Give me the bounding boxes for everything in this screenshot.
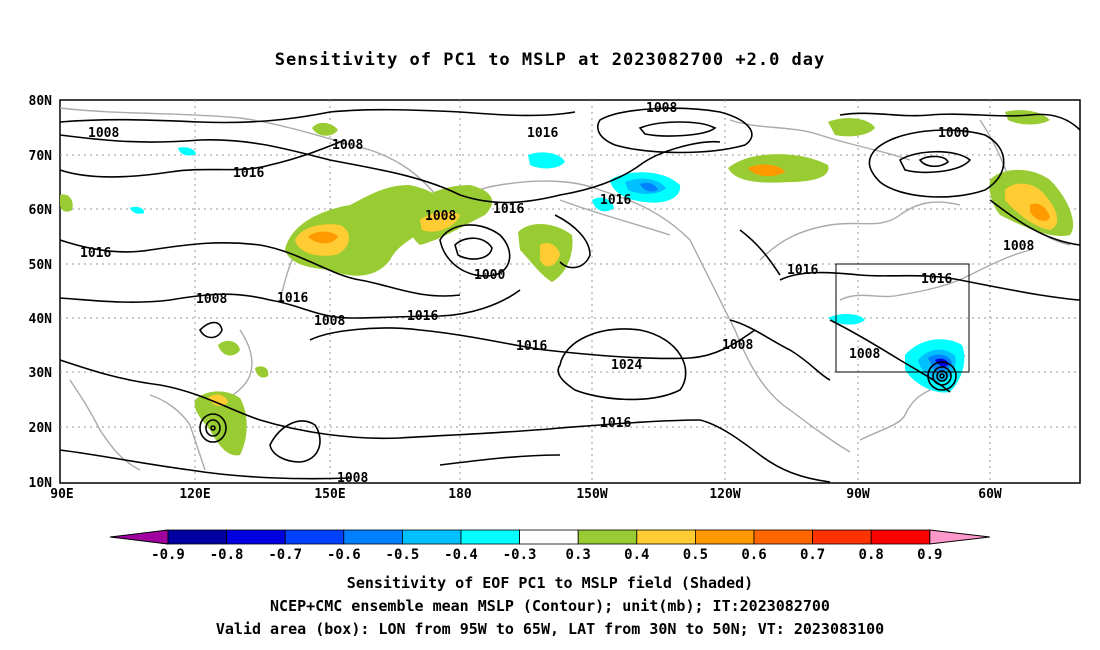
contour-label: 1016 [516, 339, 547, 354]
colorbar-tick-label: -0.8 [210, 547, 244, 563]
contour-label: 1000 [938, 126, 969, 141]
colorbar-tick-label: 0.6 [741, 547, 766, 563]
contour-label: 1008 [314, 314, 345, 329]
lon-label: 150E [314, 487, 345, 502]
colorbar-swatch [167, 529, 227, 545]
contour-label: 1016 [921, 272, 952, 287]
contour-label: 1016 [80, 246, 111, 261]
lat-label: 30N [29, 366, 53, 381]
contour-label: 1016 [407, 309, 438, 324]
colorbar-tick-label: -0.5 [386, 547, 420, 563]
contour-label: 1008 [1003, 239, 1034, 254]
lon-label: 150W [576, 487, 607, 502]
cyclone-contours [199, 361, 957, 443]
contour-labels-extra: 1016 [921, 272, 952, 287]
lat-label: 60N [29, 203, 53, 218]
colorbar-swatch [226, 529, 286, 545]
colorbar-right-triangle [929, 529, 990, 545]
contour-label: 1024 [611, 358, 642, 373]
colorbar-swatch [460, 529, 520, 545]
colorbar-tick-label: -0.6 [327, 547, 361, 563]
contour-label: 1000 [474, 268, 505, 283]
contour-label: 1008 [425, 209, 456, 224]
positive-shading [60, 110, 1074, 456]
colorbar-tick-label: 0.8 [859, 547, 884, 563]
contour-label: 1016 [527, 126, 558, 141]
colorbar-left-triangle [109, 529, 169, 545]
lat-label: 40N [29, 312, 53, 327]
colorbar-tick-label: 0.5 [683, 547, 708, 563]
mslp-contours [59, 107, 1081, 483]
colorbar-tick-label: 0.9 [917, 547, 942, 563]
colorbar-tick-label: -0.9 [151, 547, 185, 563]
lon-label: 90E [50, 487, 73, 502]
colorbar: -0.9 -0.8 -0.7 -0.6 -0.5 -0.4 -0.3 0.3 0.4 0.5 0.6… [109, 529, 990, 563]
contour-label: 1016 [787, 263, 818, 278]
contour-label: 1008 [332, 138, 363, 153]
colorbar-swatch [870, 529, 931, 545]
colorbar-tick-label: 0.4 [624, 547, 649, 563]
longitude-axis-labels: 90E 120E 150E 180 150W 120W 90W 60W [50, 487, 1002, 502]
colorbar-swatch [695, 529, 755, 545]
chart-title: Sensitivity of PC1 to MSLP at 2023082700… [274, 50, 826, 70]
contour-label: 1008 [646, 101, 677, 116]
lat-label: 70N [29, 149, 53, 164]
lon-label: 90W [846, 487, 870, 502]
footer-line-3: Valid area (box): LON from 95W to 65W, L… [215, 620, 885, 638]
colorbar-tick-label: 0.7 [800, 547, 825, 563]
colorbar-swatch [577, 529, 638, 545]
colorbar-tick-label: -0.3 [503, 547, 537, 563]
colorbar-swatch [284, 529, 345, 545]
colorbar-swatch [343, 529, 403, 545]
colorbar-swatch [636, 529, 696, 545]
contour-label: 1016 [493, 202, 524, 217]
contour-label: 1008 [337, 471, 368, 486]
lon-label: 180 [448, 487, 472, 502]
contour-label: 1008 [849, 347, 880, 362]
contour-label: 1008 [196, 292, 227, 307]
colorbar-swatch [753, 529, 813, 545]
contour-label: 1008 [88, 126, 119, 141]
lon-label: 120W [709, 487, 740, 502]
lat-label: 50N [29, 258, 53, 273]
colorbar-tick-label: 0.3 [566, 547, 591, 563]
colorbar-swatch [401, 529, 462, 545]
lat-label: 10N [29, 476, 53, 491]
contour-labels: 1008 1008 1016 1016 1008 1016 1016 1000 … [80, 101, 1034, 486]
contour-label: 1016 [233, 166, 264, 181]
lon-label: 60W [978, 487, 1002, 502]
lat-label: 80N [29, 94, 53, 109]
footer-line-1: Sensitivity of EOF PC1 to MSLP field (Sh… [346, 574, 754, 592]
contour-label: 1016 [277, 291, 308, 306]
colorbar-swatch [812, 529, 872, 545]
lon-label: 120E [179, 487, 210, 502]
colorbar-swatch [519, 529, 579, 545]
contour-label: 1016 [600, 193, 631, 208]
latitude-axis-labels: 80N 70N 60N 50N 40N 30N 20N 10N [29, 94, 53, 491]
colorbar-tick-label: -0.4 [444, 547, 478, 563]
lat-label: 20N [29, 421, 53, 436]
contour-label: 1008 [722, 338, 753, 353]
valid-area-box [835, 263, 970, 373]
colorbar-tick-label: -0.7 [268, 547, 302, 563]
footer-line-2: NCEP+CMC ensemble mean MSLP (Contour); u… [270, 597, 830, 615]
contour-label: 1016 [600, 416, 631, 431]
